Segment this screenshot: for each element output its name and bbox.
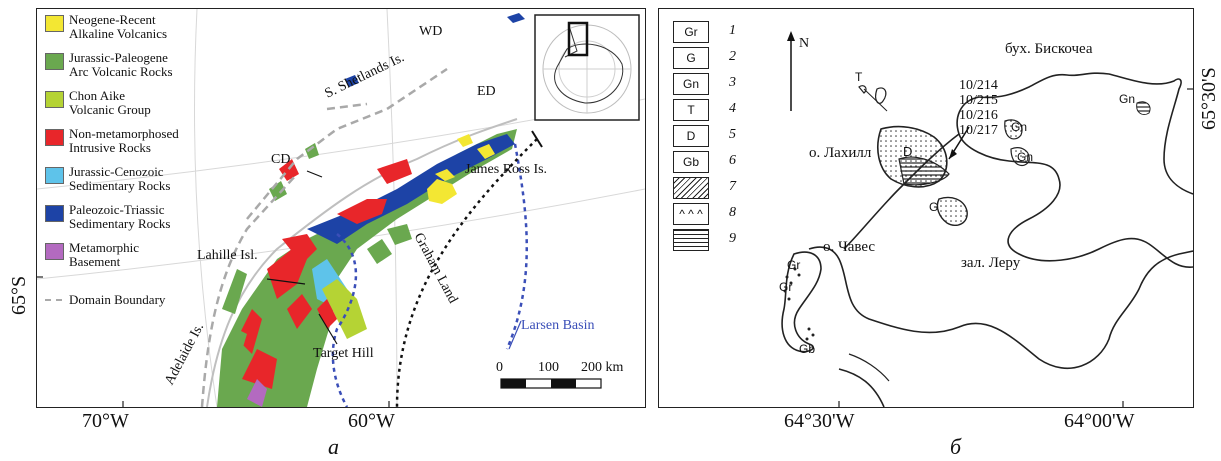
legend-swatch: D: [673, 125, 709, 147]
north-arrow: [787, 31, 795, 111]
legend-code: G: [686, 51, 696, 65]
scale-bar: [500, 378, 602, 389]
axis-b-x2: 64°00'W: [1064, 410, 1135, 432]
legend-code: Gr: [684, 25, 698, 39]
legend-number: 5: [729, 127, 736, 142]
legend-number: 2: [729, 49, 736, 64]
legend-swatch: ^ ^ ^: [673, 203, 709, 225]
legend-label: Chon Aike Volcanic Group: [69, 88, 151, 117]
legend-label: Domain Boundary: [69, 292, 166, 307]
sample-label: 10/216: [959, 108, 998, 123]
legend-swatch: Gn: [673, 73, 709, 95]
legend-swatch: [673, 177, 709, 199]
map-code: Gr: [787, 258, 801, 272]
legend-swatch: Gb: [673, 151, 709, 173]
legend-code: T: [687, 103, 695, 117]
scale-label-0: 0: [496, 360, 503, 375]
axis-b-x1: 64°30'W: [784, 410, 855, 432]
lahill-island: [877, 125, 950, 188]
geology-units: [217, 13, 525, 407]
legend-swatch: Gr: [673, 21, 709, 43]
domain-boundary-swatch: [45, 299, 62, 301]
legend-number: 8: [729, 205, 736, 220]
legend-number: 3: [729, 75, 736, 90]
legend-label: Jurassic-Paleogene Arc Volcanic Rocks: [69, 50, 173, 79]
axis-a-y1: 65°S: [8, 275, 30, 315]
axis-b-y1: 65°30'S: [1198, 67, 1220, 130]
legend-code: Gn: [682, 77, 699, 91]
map-panel-b: Gr 1 G 2 Gn 3 T 4 D 5 Gb 6 7 ^ ^ ^ 8: [658, 8, 1194, 408]
legend-swatch: [45, 167, 64, 184]
scale-label-100: 100: [538, 360, 559, 375]
legend-number: 1: [729, 23, 736, 38]
map-code: Gb: [799, 342, 816, 356]
legend-swatch: T: [673, 99, 709, 121]
map-code: G: [929, 200, 939, 214]
caption-b: б: [950, 434, 962, 459]
legend-number: 9: [729, 231, 736, 246]
legend-label: Non-metamorphosed Intrusive Rocks: [69, 126, 179, 155]
label-james-ross: James Ross Is.: [465, 162, 548, 177]
sample-label: 10/217: [959, 123, 998, 138]
legend-swatch: [45, 53, 64, 70]
map-code: D: [903, 144, 913, 159]
peninsula-map: [37, 9, 645, 407]
map-code: Gn: [1017, 150, 1034, 164]
legend-code: ^ ^ ^: [679, 207, 703, 221]
legend-label: Paleozoic-Triassic Sedimentary Rocks: [69, 202, 171, 231]
legend-label: Jurassic-Cenozoic Sedimentary Rocks: [69, 164, 171, 193]
axis-a-x1: 70°W: [82, 410, 129, 432]
label-chaves: о. Чавес: [823, 239, 876, 255]
label-bay: бух. Бискочеа: [1005, 41, 1093, 57]
legend-number: 4: [729, 101, 736, 116]
legend-number: 7: [729, 179, 736, 194]
map-code: T: [855, 70, 863, 84]
legend-code: D: [686, 129, 696, 143]
label-larsen: Larsen Basin: [521, 318, 595, 333]
map-code: Gn: [1011, 120, 1028, 134]
legend-number: 6: [729, 153, 736, 168]
map-code: Gr: [779, 280, 793, 294]
legend-swatch: G: [673, 47, 709, 69]
legend-swatch: [673, 229, 709, 251]
label-leru: зал. Леру: [961, 255, 1021, 271]
north-label: N: [799, 36, 810, 51]
label-lahille: Lahille Isl.: [197, 248, 258, 263]
lahille-map: [781, 31, 1193, 407]
legend-code: Gb: [682, 155, 699, 169]
sample-label: 10/215: [959, 93, 998, 108]
legend-swatch: [45, 91, 64, 108]
legend-label: Metamorphic Basement: [69, 240, 140, 269]
legend-swatch: [45, 205, 64, 222]
legend-swatch: [45, 129, 64, 146]
label-ed: ED: [477, 84, 496, 99]
label-wd: WD: [419, 24, 443, 39]
label-cd: CD: [271, 152, 291, 167]
label-lahill: о. Лахилл: [809, 145, 872, 161]
legend-swatch: [45, 15, 64, 32]
map-code: Gn: [1119, 92, 1136, 106]
map-panel-a: Neogene-Recent Alkaline Volcanics Jurass…: [36, 8, 646, 408]
axis-a-x2: 60°W: [348, 410, 395, 432]
caption-a: а: [328, 434, 339, 459]
legend-swatch: [45, 243, 64, 260]
scale-label-200: 200 km: [581, 360, 624, 375]
legend-label: Neogene-Recent Alkaline Volcanics: [69, 12, 168, 41]
sample-label: 10/214: [959, 78, 998, 93]
label-target-hill: Target Hill: [313, 346, 374, 361]
